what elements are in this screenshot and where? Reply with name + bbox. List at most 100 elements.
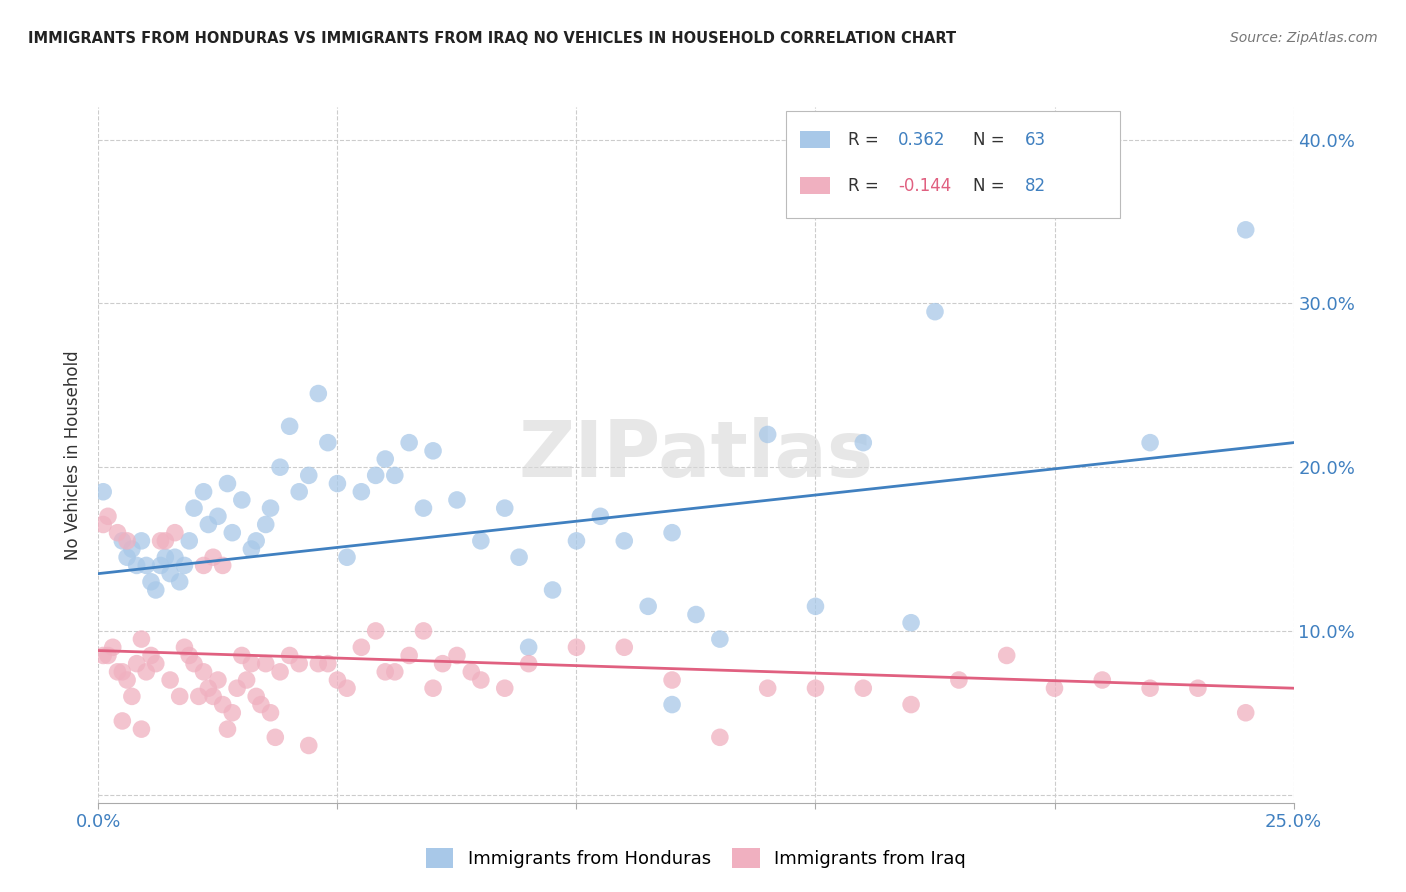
Point (1091, 673, 1114, 687)
Point (336, 681, 359, 696)
Point (163, 525, 186, 540)
Point (125, 657, 148, 671)
Point (97, 648, 120, 663)
FancyBboxPatch shape (786, 111, 1121, 219)
Point (183, 501, 205, 516)
Point (135, 665, 157, 679)
Point (637, 599, 659, 614)
Point (159, 673, 181, 687)
Point (91, 648, 114, 663)
FancyBboxPatch shape (800, 177, 830, 194)
Point (197, 681, 219, 696)
Point (240, 542, 263, 557)
Point (101, 640, 124, 655)
Point (661, 525, 683, 540)
Point (226, 681, 249, 696)
Point (173, 558, 195, 573)
Point (756, 427, 779, 442)
Point (187, 690, 209, 704)
Point (374, 665, 396, 679)
Point (145, 582, 167, 597)
Point (541, 582, 564, 597)
Point (316, 657, 339, 671)
Point (159, 566, 181, 581)
Point (422, 681, 444, 696)
Point (565, 640, 588, 655)
Point (231, 492, 253, 507)
Point (1139, 681, 1161, 696)
Point (288, 484, 311, 499)
Point (384, 665, 406, 679)
Point (139, 574, 162, 589)
Point (661, 698, 683, 712)
Point (91, 484, 114, 499)
Point (1234, 706, 1257, 720)
Point (135, 558, 157, 573)
Point (1234, 223, 1257, 237)
Point (432, 657, 454, 671)
Point (163, 550, 186, 565)
Point (193, 484, 215, 499)
Point (179, 533, 201, 548)
Text: 63: 63 (1025, 131, 1046, 149)
Point (412, 501, 434, 516)
Point (155, 533, 177, 548)
Point (350, 640, 373, 655)
Point (254, 657, 277, 671)
Point (1043, 681, 1066, 696)
Point (131, 632, 153, 646)
Point (924, 304, 946, 318)
Point (298, 739, 321, 753)
Point (193, 558, 215, 573)
Point (107, 665, 129, 679)
Point (131, 722, 153, 736)
Point (259, 501, 281, 516)
Point (221, 525, 243, 540)
Text: IMMIGRANTS FROM HONDURAS VS IMMIGRANTS FROM IRAQ NO VEHICLES IN HOUSEHOLD CORREL: IMMIGRANTS FROM HONDURAS VS IMMIGRANTS F… (28, 31, 956, 46)
Point (115, 673, 138, 687)
Point (804, 599, 827, 614)
Text: -0.144: -0.144 (898, 177, 952, 194)
Point (115, 550, 138, 565)
Point (900, 698, 922, 712)
Point (948, 673, 970, 687)
Point (709, 731, 731, 745)
Point (508, 550, 530, 565)
Legend: Immigrants from Honduras, Immigrants from Iraq: Immigrants from Honduras, Immigrants fro… (418, 839, 974, 877)
Y-axis label: No Vehicles in Household: No Vehicles in Household (65, 350, 83, 560)
Point (193, 665, 215, 679)
Point (350, 484, 373, 499)
Point (217, 722, 239, 736)
Point (169, 690, 191, 704)
Point (202, 550, 225, 565)
Point (1187, 681, 1209, 696)
Point (221, 706, 243, 720)
Point (264, 731, 287, 745)
Point (374, 452, 396, 467)
Point (211, 698, 233, 712)
Text: Source: ZipAtlas.com: Source: ZipAtlas.com (1230, 31, 1378, 45)
Point (326, 476, 349, 491)
Point (661, 673, 683, 687)
Point (804, 681, 827, 696)
Point (589, 509, 612, 524)
Text: R =: R = (848, 131, 884, 149)
Point (269, 460, 291, 475)
Point (470, 673, 492, 687)
Point (121, 542, 143, 557)
Point (298, 468, 321, 483)
Point (207, 509, 229, 524)
Point (121, 690, 143, 704)
Point (364, 624, 387, 638)
Point (852, 681, 875, 696)
Point (259, 706, 281, 720)
Point (685, 607, 707, 622)
Text: N =: N = (973, 131, 1010, 149)
Point (183, 657, 205, 671)
Text: R =: R = (848, 177, 884, 194)
Point (494, 681, 516, 696)
Point (613, 533, 636, 548)
Point (316, 435, 339, 450)
Text: ZIPatlas: ZIPatlas (519, 417, 873, 493)
Point (207, 673, 229, 687)
